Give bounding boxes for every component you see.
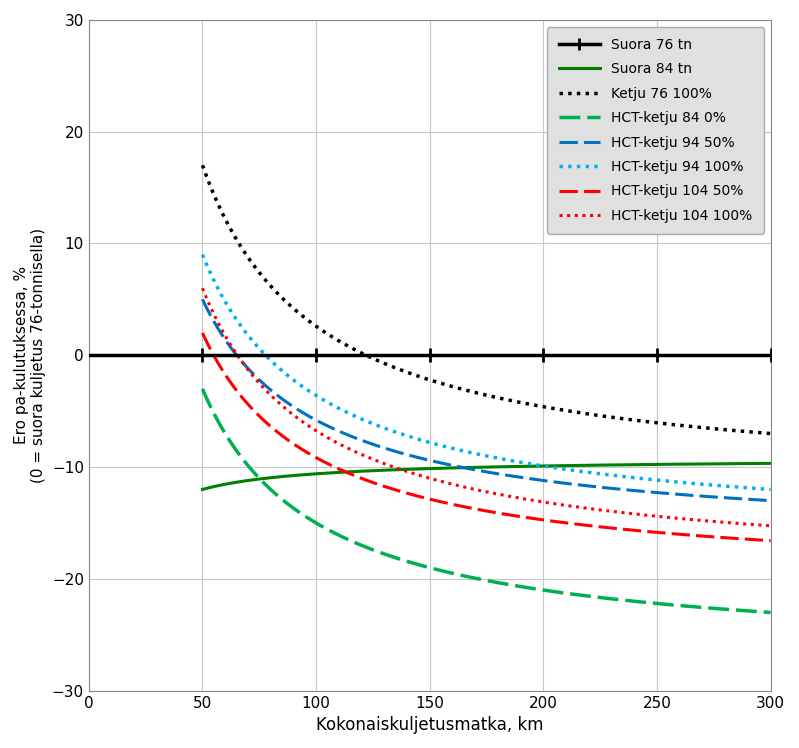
Ketju 76 100% xyxy=(448,382,458,391)
Ketju 76 100% xyxy=(427,376,437,385)
Suora 84 tn xyxy=(765,459,775,468)
HCT-ketju 94 50% xyxy=(651,488,661,497)
Ketju 76 100% xyxy=(641,417,650,426)
Ketju 76 100% xyxy=(197,161,207,170)
HCT-ketju 84 0% xyxy=(197,384,207,393)
HCT-ketju 104 100% xyxy=(641,511,650,520)
HCT-ketju 104 100% xyxy=(256,380,265,389)
Suora 84 tn xyxy=(651,460,661,469)
Line: HCT-ketju 84 0%: HCT-ketju 84 0% xyxy=(202,389,770,613)
HCT-ketju 94 100% xyxy=(641,474,650,483)
Ketju 76 100% xyxy=(765,429,775,438)
Ketju 76 100% xyxy=(651,418,661,427)
HCT-ketju 104 50% xyxy=(197,328,207,337)
HCT-ketju 94 50% xyxy=(765,496,775,505)
HCT-ketju 94 100% xyxy=(197,250,207,259)
Suora 84 tn xyxy=(256,474,265,483)
Ketju 76 100% xyxy=(588,410,598,419)
HCT-ketju 104 50% xyxy=(427,495,437,504)
HCT-ketju 84 0% xyxy=(448,569,458,578)
HCT-ketju 104 100% xyxy=(448,479,458,488)
HCT-ketju 94 50% xyxy=(641,487,650,496)
HCT-ketju 84 0% xyxy=(588,592,598,601)
HCT-ketju 104 50% xyxy=(256,413,265,422)
HCT-ketju 84 0% xyxy=(256,475,265,484)
HCT-ketju 94 50% xyxy=(427,456,437,465)
HCT-ketju 104 100% xyxy=(427,474,437,483)
HCT-ketju 84 0% xyxy=(765,608,775,617)
Suora 84 tn xyxy=(588,461,598,470)
X-axis label: Kokonaiskuljetusmatka, km: Kokonaiskuljetusmatka, km xyxy=(316,716,543,734)
HCT-ketju 94 100% xyxy=(588,468,598,477)
HCT-ketju 94 100% xyxy=(765,485,775,494)
HCT-ketju 104 50% xyxy=(448,500,458,509)
Suora 84 tn xyxy=(427,464,437,473)
HCT-ketju 94 100% xyxy=(256,346,265,355)
HCT-ketju 104 100% xyxy=(588,504,598,513)
Ketju 76 100% xyxy=(256,269,265,278)
Legend: Suora 76 tn, Suora 84 tn, Ketju 76 100%, HCT-ketju 84 0%, HCT-ketju 94 50%, HCT-: Suora 76 tn, Suora 84 tn, Ketju 76 100%,… xyxy=(547,27,764,234)
HCT-ketju 104 100% xyxy=(197,283,207,292)
HCT-ketju 104 50% xyxy=(765,536,775,545)
HCT-ketju 94 100% xyxy=(651,476,661,485)
Line: Ketju 76 100%: Ketju 76 100% xyxy=(202,165,770,434)
HCT-ketju 84 0% xyxy=(427,564,437,573)
Suora 84 tn xyxy=(448,464,458,473)
HCT-ketju 94 50% xyxy=(256,376,265,385)
Line: Suora 84 tn: Suora 84 tn xyxy=(202,463,770,489)
Line: HCT-ketju 104 50%: HCT-ketju 104 50% xyxy=(202,333,770,541)
HCT-ketju 94 100% xyxy=(448,444,458,453)
Suora 84 tn xyxy=(197,485,207,494)
HCT-ketju 104 100% xyxy=(765,521,775,530)
HCT-ketju 94 50% xyxy=(588,482,598,491)
Line: HCT-ketju 104 100%: HCT-ketju 104 100% xyxy=(202,288,770,526)
Line: HCT-ketju 94 100%: HCT-ketju 94 100% xyxy=(202,254,770,489)
Suora 84 tn xyxy=(641,460,650,469)
HCT-ketju 94 100% xyxy=(427,438,437,447)
HCT-ketju 104 50% xyxy=(641,527,650,536)
Y-axis label: Ero pa-kulutuksessa, %
(0 = suora kuljetus 76-tonnisella): Ero pa-kulutuksessa, % (0 = suora kuljet… xyxy=(14,227,46,483)
Line: HCT-ketju 94 50%: HCT-ketju 94 50% xyxy=(202,299,770,500)
HCT-ketju 104 50% xyxy=(651,528,661,537)
HCT-ketju 94 50% xyxy=(197,295,207,304)
HCT-ketju 104 50% xyxy=(588,521,598,530)
HCT-ketju 94 50% xyxy=(448,461,458,470)
HCT-ketju 84 0% xyxy=(641,598,650,607)
HCT-ketju 84 0% xyxy=(651,599,661,608)
HCT-ketju 104 100% xyxy=(651,512,661,521)
